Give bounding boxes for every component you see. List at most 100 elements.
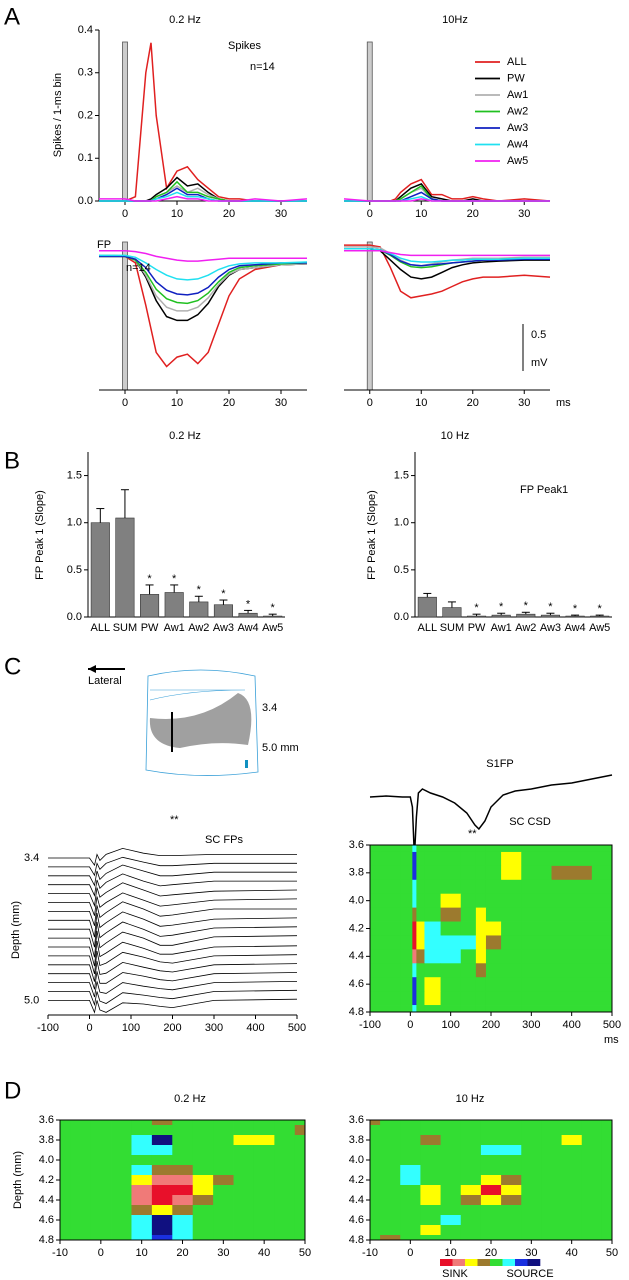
- heatmap-cell: [370, 991, 381, 1006]
- x-tick-label: 300: [522, 1019, 540, 1031]
- heatmap-cell: [370, 1145, 381, 1156]
- y-tick-label: 4.8: [349, 1006, 364, 1018]
- marker: [245, 760, 248, 768]
- heatmap-cell: [581, 1205, 603, 1216]
- x-tick-label: 10: [171, 208, 183, 220]
- x-tick-label: 0: [98, 1247, 104, 1259]
- heatmap-cell: [253, 1185, 275, 1196]
- heatmap-cell: [485, 865, 502, 881]
- x-tick-label: 50: [299, 1247, 311, 1259]
- heatmap-cell: [601, 1225, 613, 1236]
- heatmap-cell: [370, 921, 381, 936]
- heatmap-cell: [601, 1235, 613, 1241]
- heatmap-cell: [460, 851, 477, 867]
- heatmap-cell: [501, 851, 522, 867]
- heatmap-cell: [370, 1235, 381, 1241]
- heatmap-cell: [400, 991, 413, 1006]
- trace: [48, 981, 298, 998]
- legend-label: ALL: [507, 56, 527, 68]
- y-tick-label: 1.5: [67, 469, 82, 481]
- heatmap-cell: [400, 949, 413, 964]
- heatmap-cell: [591, 1005, 613, 1013]
- heatmap-cell: [172, 1175, 194, 1186]
- heatmap-cell: [151, 1165, 173, 1176]
- heatmap-cell: [420, 1215, 441, 1226]
- heatmap-cell: [412, 963, 417, 978]
- series-line: [369, 774, 613, 858]
- heatmap-cell: [581, 1125, 603, 1136]
- heatmap-cell: [294, 1235, 306, 1241]
- heatmap-cell: [475, 991, 487, 1006]
- heatmap-cell: [501, 879, 522, 895]
- trace: [48, 911, 298, 938]
- heatmap-cell: [412, 991, 417, 1006]
- heatmap-cell: [131, 1215, 153, 1226]
- heatmap-cell: [440, 977, 462, 992]
- x-tick-label: 100: [122, 1022, 140, 1034]
- heatmap-cell: [213, 1235, 234, 1241]
- heatmap-cell: [440, 1205, 462, 1216]
- chart-title: SC CSD: [509, 816, 551, 828]
- heatmap-cell: [480, 1195, 502, 1206]
- x-tick-label: 30: [518, 208, 530, 220]
- heatmap-cell: [370, 1195, 381, 1206]
- y-axis-label: Depth (mm): [12, 1151, 24, 1209]
- heatmap-cell: [294, 1175, 306, 1186]
- heatmap-cell: [90, 1145, 112, 1156]
- heatmap-cell: [380, 1215, 401, 1226]
- y-tick-label: 0.2: [78, 109, 93, 121]
- heatmap-cell: [111, 1225, 132, 1236]
- y-tick-label: 4.0: [349, 1154, 364, 1166]
- x-tick-label: 40: [566, 1247, 578, 1259]
- heatmap-cell: [294, 1125, 306, 1136]
- heatmap-cell: [233, 1175, 255, 1186]
- heatmap-cell: [380, 935, 401, 950]
- bar: [115, 517, 135, 618]
- heatmap-cell: [70, 1235, 92, 1241]
- heatmap-cell: [551, 977, 593, 992]
- heatmap-cell: [370, 879, 381, 895]
- heatmap-cell: [131, 1120, 153, 1126]
- heatmap-cell: [233, 1165, 255, 1176]
- y-tick-label: 4.6: [39, 1214, 54, 1226]
- heatmap-cell: [521, 935, 552, 950]
- heatmap-cell: [420, 1120, 441, 1126]
- heatmap-cell: [561, 1215, 583, 1226]
- heatmap-cell: [424, 907, 441, 922]
- heatmap-cell: [412, 907, 417, 922]
- heatmap-cell: [416, 921, 425, 936]
- heatmap-cell: [541, 1205, 562, 1216]
- heatmap-cell: [501, 1195, 522, 1206]
- x-tick-label: Aw1: [164, 622, 185, 634]
- heatmap-cell: [581, 1165, 603, 1176]
- heatmap-cell: [440, 963, 462, 978]
- x-tick-label: 500: [288, 1022, 306, 1034]
- heatmap-cell: [233, 1125, 255, 1136]
- heatmap-cell: [601, 1205, 613, 1216]
- heatmap-cell: [151, 1145, 173, 1156]
- x-tick-label: PW: [141, 622, 159, 634]
- heatmap-cell: [561, 1175, 583, 1186]
- heatmap-cell: [601, 1120, 613, 1126]
- heatmap-cell: [460, 935, 477, 950]
- heatmap-cell: [485, 921, 502, 936]
- significance: *: [221, 588, 226, 600]
- heatmap-cell: [253, 1125, 275, 1136]
- heatmap-cell: [475, 921, 487, 936]
- chart-title: 10 Hz: [441, 430, 470, 442]
- heatmap-cell: [131, 1225, 153, 1236]
- heatmap-cell: [591, 865, 613, 881]
- bar: [516, 613, 536, 618]
- colorbar-swatch: [452, 1259, 466, 1266]
- heatmap-cell: [90, 1175, 112, 1186]
- heatmap-cell: [485, 991, 502, 1006]
- y-tick-label: 4.8: [349, 1234, 364, 1246]
- heatmap-cell: [460, 879, 477, 895]
- x-tick-label: 50: [606, 1247, 618, 1259]
- heatmap-cell: [274, 1155, 296, 1166]
- x-tick-label: 200: [163, 1022, 181, 1034]
- heatmap-cell: [253, 1235, 275, 1241]
- heatmap-cell: [440, 1145, 462, 1156]
- heatmap-cell: [294, 1185, 306, 1196]
